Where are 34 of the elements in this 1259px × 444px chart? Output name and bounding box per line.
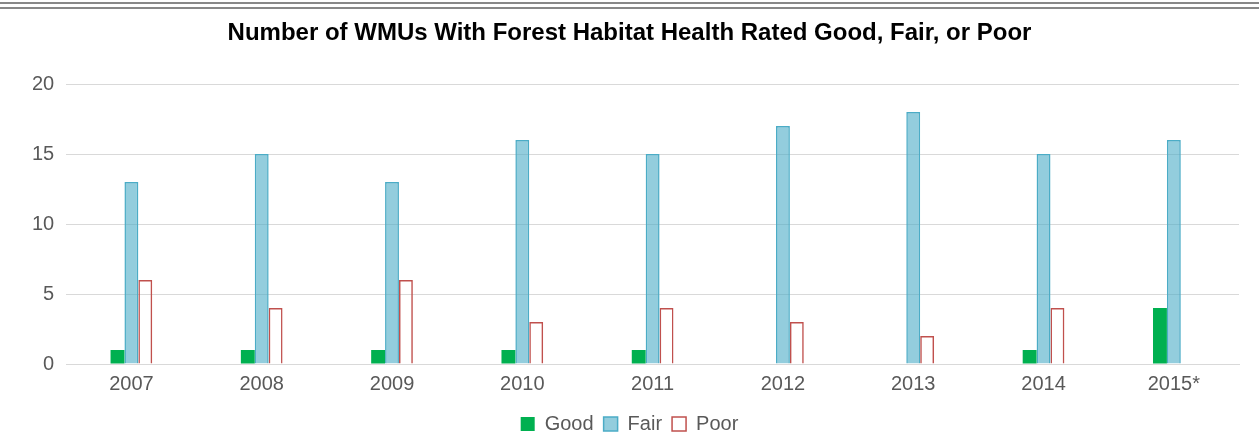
y-tick-label: 10 [32, 211, 55, 234]
bar [631, 350, 646, 364]
y-tick-label: 0 [43, 351, 55, 374]
x-tick-label: 2007 [109, 371, 154, 394]
y-tick-label: 20 [32, 71, 55, 94]
bar [254, 154, 269, 364]
x-tick-label: 2008 [239, 371, 284, 394]
bar [645, 154, 660, 364]
bar [240, 350, 255, 364]
x-tick-label: 2010 [500, 371, 545, 394]
x-tick-label: 2011 [631, 371, 675, 394]
bar [775, 126, 790, 364]
bar [515, 140, 530, 364]
chart-title: Number of WMUs With Forest Habitat Health Rated Good, Fair, or Poor [226, 18, 1033, 46]
bar [385, 182, 399, 364]
y-tick-label: 5 [43, 281, 55, 304]
legend-label: Poor [696, 411, 739, 434]
x-tick-label: 2014 [1021, 371, 1066, 394]
legend-label: Good [544, 411, 594, 434]
bar [124, 182, 139, 364]
legend-label: Fair [627, 411, 663, 434]
bar [110, 350, 125, 364]
y-tick-label: 15 [32, 141, 55, 164]
x-tick-label: 2012 [760, 371, 806, 394]
bar [1166, 140, 1181, 364]
x-tick-label: 2009 [369, 371, 415, 394]
bar [501, 350, 516, 364]
x-tick-label: 2013 [890, 371, 936, 394]
bar [1153, 308, 1167, 364]
bar [371, 350, 386, 364]
bar [1022, 350, 1037, 364]
x-tick-label: 2015* [1147, 371, 1201, 394]
bar [906, 112, 921, 364]
bar [1036, 154, 1051, 364]
